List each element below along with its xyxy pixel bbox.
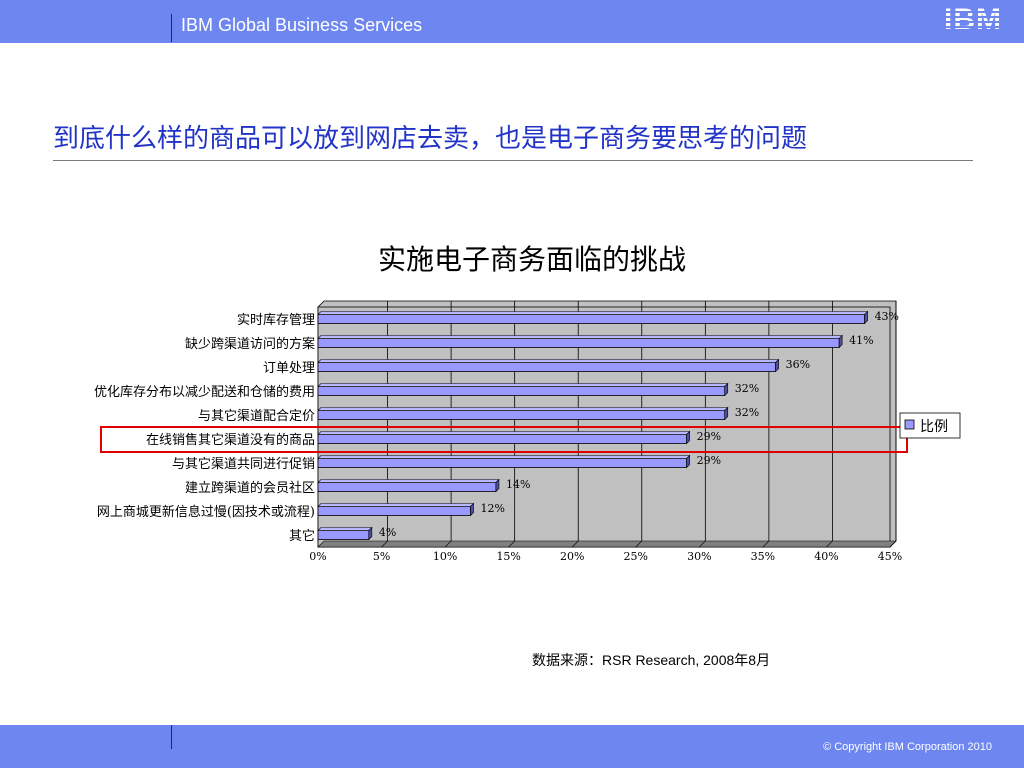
x-tick-label: 15% — [496, 550, 520, 563]
header-divider — [171, 14, 172, 42]
bar-side — [470, 502, 474, 517]
gridline-floor — [699, 540, 706, 548]
data-label: 29% — [697, 454, 721, 467]
bar — [317, 458, 688, 468]
category-label: 与其它渠道共同进行促销 — [172, 456, 315, 472]
gridline-floor — [381, 540, 388, 548]
category-label: 与其它渠道配合定价 — [198, 408, 315, 424]
company-name: IBM Global Business Services — [181, 15, 423, 35]
gridline-floor — [572, 540, 579, 548]
category-label: 建立跨渠道的会员社区 — [185, 480, 315, 496]
x-tick-label: 0% — [309, 550, 326, 563]
gridline-floor — [762, 540, 770, 548]
category-label: 优化库存分布以减少配送和仓储的费用 — [94, 384, 315, 400]
slide-title: 到底什么样的商品可以放到网店去卖，也是电子商务要思考的问题 — [53, 124, 808, 154]
chart-title: 实施电子商务面临的挑战 — [377, 243, 686, 276]
bar — [317, 362, 777, 372]
data-label: 43% — [875, 310, 899, 323]
category-label: 其它 — [289, 528, 315, 544]
bar — [317, 386, 726, 396]
data-label: 32% — [735, 382, 759, 395]
bar — [317, 314, 865, 324]
bar-side — [775, 358, 779, 373]
bar-top — [317, 383, 729, 387]
bar — [317, 434, 688, 444]
highlight-box — [100, 426, 908, 453]
data-label: 4% — [379, 526, 396, 539]
data-label: 41% — [849, 334, 873, 347]
x-tick-label: 25% — [624, 550, 648, 563]
legend-label: 比例 — [920, 419, 948, 435]
bar-top — [317, 407, 729, 411]
bar-side — [724, 406, 729, 421]
bar-side — [368, 526, 373, 541]
gridline-floor — [444, 540, 452, 548]
gridline-floor — [826, 540, 833, 548]
x-tick-label: 5% — [373, 550, 390, 563]
data-label: 29% — [697, 430, 721, 443]
bar-top — [317, 335, 843, 339]
bar — [317, 338, 840, 348]
bar-top — [317, 359, 780, 363]
bar-side — [686, 454, 690, 469]
bottom-banner: © Copyright IBM Corporation 2010 — [0, 725, 1024, 768]
copyright-notice: © Copyright IBM Corporation 2010 — [823, 741, 992, 753]
footer-divider — [171, 725, 172, 749]
bar-top — [317, 431, 691, 435]
x-tick-label: 35% — [751, 550, 775, 563]
legend-swatch — [904, 419, 915, 430]
x-tick-label: 20% — [560, 550, 584, 563]
bar-top — [317, 455, 691, 459]
data-source-note: 数据来源：RSR Research, 2008年8月 — [532, 652, 771, 668]
bar-top — [317, 527, 373, 531]
bar-side — [838, 334, 843, 349]
data-label: 36% — [786, 358, 810, 371]
x-tick-label: 30% — [687, 550, 711, 563]
data-label: 12% — [481, 502, 505, 515]
x-tick-label: 40% — [814, 550, 838, 563]
category-label: 缺少跨渠道访问的方案 — [185, 336, 315, 352]
top-banner: IBM Global Business Services IBM — [0, 0, 1024, 43]
data-label: 32% — [735, 406, 759, 419]
category-label: 订单处理 — [263, 361, 315, 376]
x-tick-label: 10% — [433, 550, 457, 563]
category-label: 在线销售其它渠道没有的商品 — [146, 432, 315, 448]
gridline-floor — [508, 540, 515, 548]
gridline-floor — [635, 540, 642, 548]
category-label: 实时库存管理 — [237, 312, 315, 328]
bar-top — [317, 479, 500, 483]
bar — [317, 530, 370, 540]
bar-side — [495, 478, 500, 493]
data-label: 14% — [506, 478, 530, 491]
plot-floor — [317, 540, 897, 548]
bar-top — [317, 503, 475, 507]
bar-side — [724, 382, 729, 397]
x-tick-label: 45% — [878, 550, 902, 563]
bar-top — [317, 311, 869, 315]
bar — [317, 506, 471, 516]
bar — [317, 410, 726, 420]
title-divider — [53, 160, 973, 161]
ibm-logo: IBM — [944, 3, 1020, 37]
category-label: 网上商城更新信息过慢(因技术或流程) — [97, 504, 315, 520]
bar-side — [686, 430, 690, 445]
bar-side — [864, 310, 868, 325]
bar — [317, 482, 497, 492]
gridline-floor — [889, 540, 897, 548]
